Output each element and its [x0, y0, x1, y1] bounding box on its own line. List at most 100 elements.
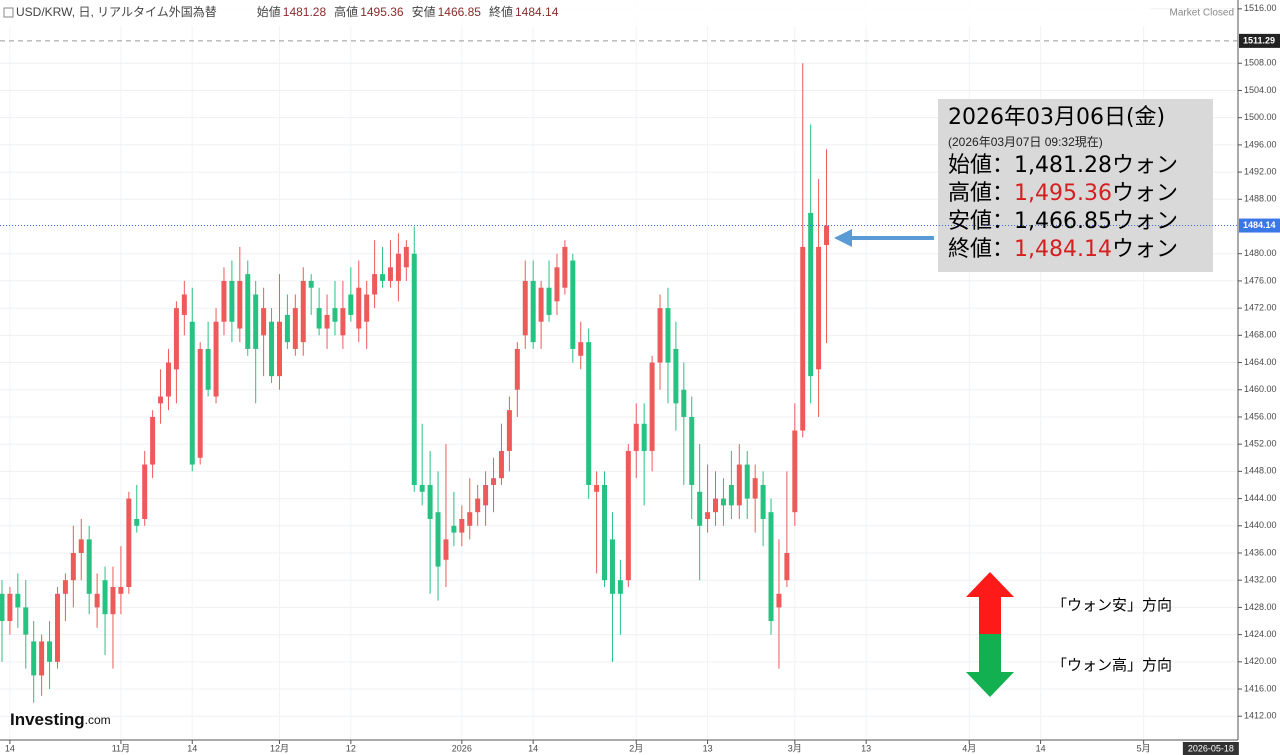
- candle-body: [39, 641, 45, 676]
- candle-body: [792, 430, 798, 513]
- candle-body: [467, 512, 473, 526]
- annotation-unit: ウォン: [1112, 209, 1178, 234]
- candle-body: [570, 260, 576, 349]
- candle-body: [736, 464, 742, 506]
- candle-body: [364, 294, 370, 322]
- candle-body: [427, 484, 433, 519]
- candle-body: [681, 389, 687, 417]
- candle-body: [673, 348, 679, 404]
- candle-body: [308, 280, 314, 288]
- candle-body: [816, 246, 822, 370]
- annotation-value: 1,466.85: [1014, 209, 1112, 234]
- candle-body: [586, 342, 592, 485]
- annotation-line: 高値：1,495.36ウォン: [948, 181, 1178, 206]
- candle-body: [189, 321, 195, 465]
- collapse-icon[interactable]: [3, 7, 14, 18]
- annotation-value: 1,484.14: [1014, 237, 1112, 262]
- x-tick-label: 14: [528, 743, 538, 753]
- candle-body: [403, 246, 409, 268]
- candle-body: [62, 580, 68, 594]
- candle-body: [158, 396, 164, 404]
- candle-body: [522, 280, 528, 336]
- candle-body: [562, 246, 568, 288]
- candle-body: [800, 246, 806, 431]
- candle-body: [0, 593, 5, 622]
- candle-body: [70, 552, 76, 581]
- y-tick-label: 1448.00: [1244, 466, 1277, 476]
- candle-body: [94, 593, 100, 608]
- candle-body: [118, 586, 124, 594]
- candle-body: [824, 225, 830, 246]
- candle-body: [316, 308, 322, 329]
- candle-body: [625, 450, 631, 581]
- x-tick-label: 12: [346, 743, 356, 753]
- candle-body: [776, 593, 782, 608]
- annotation-unit: ウォン: [1112, 181, 1178, 206]
- annotation-box: [938, 99, 1213, 272]
- y-tick-label: 1416.00: [1244, 683, 1277, 693]
- candle-body: [419, 484, 425, 492]
- candle-body: [705, 512, 711, 519]
- candle-body: [324, 314, 330, 329]
- candle-body: [47, 641, 53, 662]
- candle-body: [491, 478, 497, 485]
- candle-body: [253, 294, 259, 349]
- candle-body: [506, 410, 512, 451]
- candle-body: [554, 267, 560, 302]
- candle-body: [269, 321, 275, 377]
- last-price-tag: [1239, 218, 1280, 233]
- y-tick-label: 1476.00: [1244, 275, 1277, 285]
- candle-body: [657, 308, 663, 363]
- x-tick-label: 2026: [452, 743, 472, 753]
- candle-body: [229, 280, 235, 322]
- x-tick-label: 14: [5, 743, 15, 753]
- last-price-label: 1484.14: [1243, 220, 1276, 230]
- annotation-line: 終値：1,484.14ウォン: [948, 237, 1178, 262]
- max-tag-label: 1511.29: [1243, 35, 1275, 45]
- y-tick-label: 1468.00: [1244, 330, 1277, 340]
- down-arrow: [966, 634, 1014, 697]
- candle-body: [165, 362, 171, 397]
- x-tick-label: 2月: [629, 743, 643, 753]
- x-tick-label: 12月: [270, 743, 289, 753]
- candle-body: [356, 287, 362, 329]
- x-tick-label: 13: [703, 743, 713, 753]
- annotation-label: 始値：: [948, 153, 1014, 178]
- candle-body: [340, 308, 346, 336]
- candle-body: [110, 586, 116, 615]
- candle-body: [475, 498, 481, 513]
- candle-body: [760, 484, 766, 519]
- candle-body: [713, 498, 719, 513]
- candle-body: [411, 253, 417, 485]
- candle-body: [808, 212, 814, 377]
- y-tick-label: 1428.00: [1244, 602, 1277, 612]
- ohlc-value: 1484.14: [515, 5, 559, 19]
- candle-body: [332, 308, 338, 322]
- candle-body: [23, 607, 29, 635]
- candle-body: [205, 348, 211, 390]
- up-arrow: [966, 572, 1014, 634]
- annotation-line: 始値：1,481.28ウォン: [948, 153, 1178, 178]
- candle-body: [578, 342, 584, 356]
- candle-body: [387, 267, 393, 281]
- y-tick-label: 1516.00: [1244, 3, 1277, 13]
- candle-body: [173, 308, 179, 370]
- candle-body: [752, 478, 758, 499]
- candle-body: [609, 539, 615, 594]
- candle-body: [594, 484, 600, 492]
- candle-body: [720, 498, 726, 506]
- candle-body: [451, 525, 457, 533]
- candle-body: [744, 464, 750, 499]
- candle-body: [697, 491, 703, 526]
- candle-body: [602, 484, 608, 581]
- y-tick-label: 1432.00: [1244, 575, 1277, 585]
- ohlc-value: 1481.28: [283, 5, 327, 19]
- candle-body: [348, 294, 354, 315]
- annotation-line: 安値：1,466.85ウォン: [948, 209, 1178, 234]
- x-tick-label: 3月: [788, 743, 802, 753]
- candle-body: [15, 593, 21, 608]
- annotation-label: 高値：: [948, 181, 1014, 206]
- y-tick-label: 1480.00: [1244, 248, 1277, 258]
- candle-body: [443, 539, 449, 560]
- ohlc-value: 1466.85: [438, 5, 482, 19]
